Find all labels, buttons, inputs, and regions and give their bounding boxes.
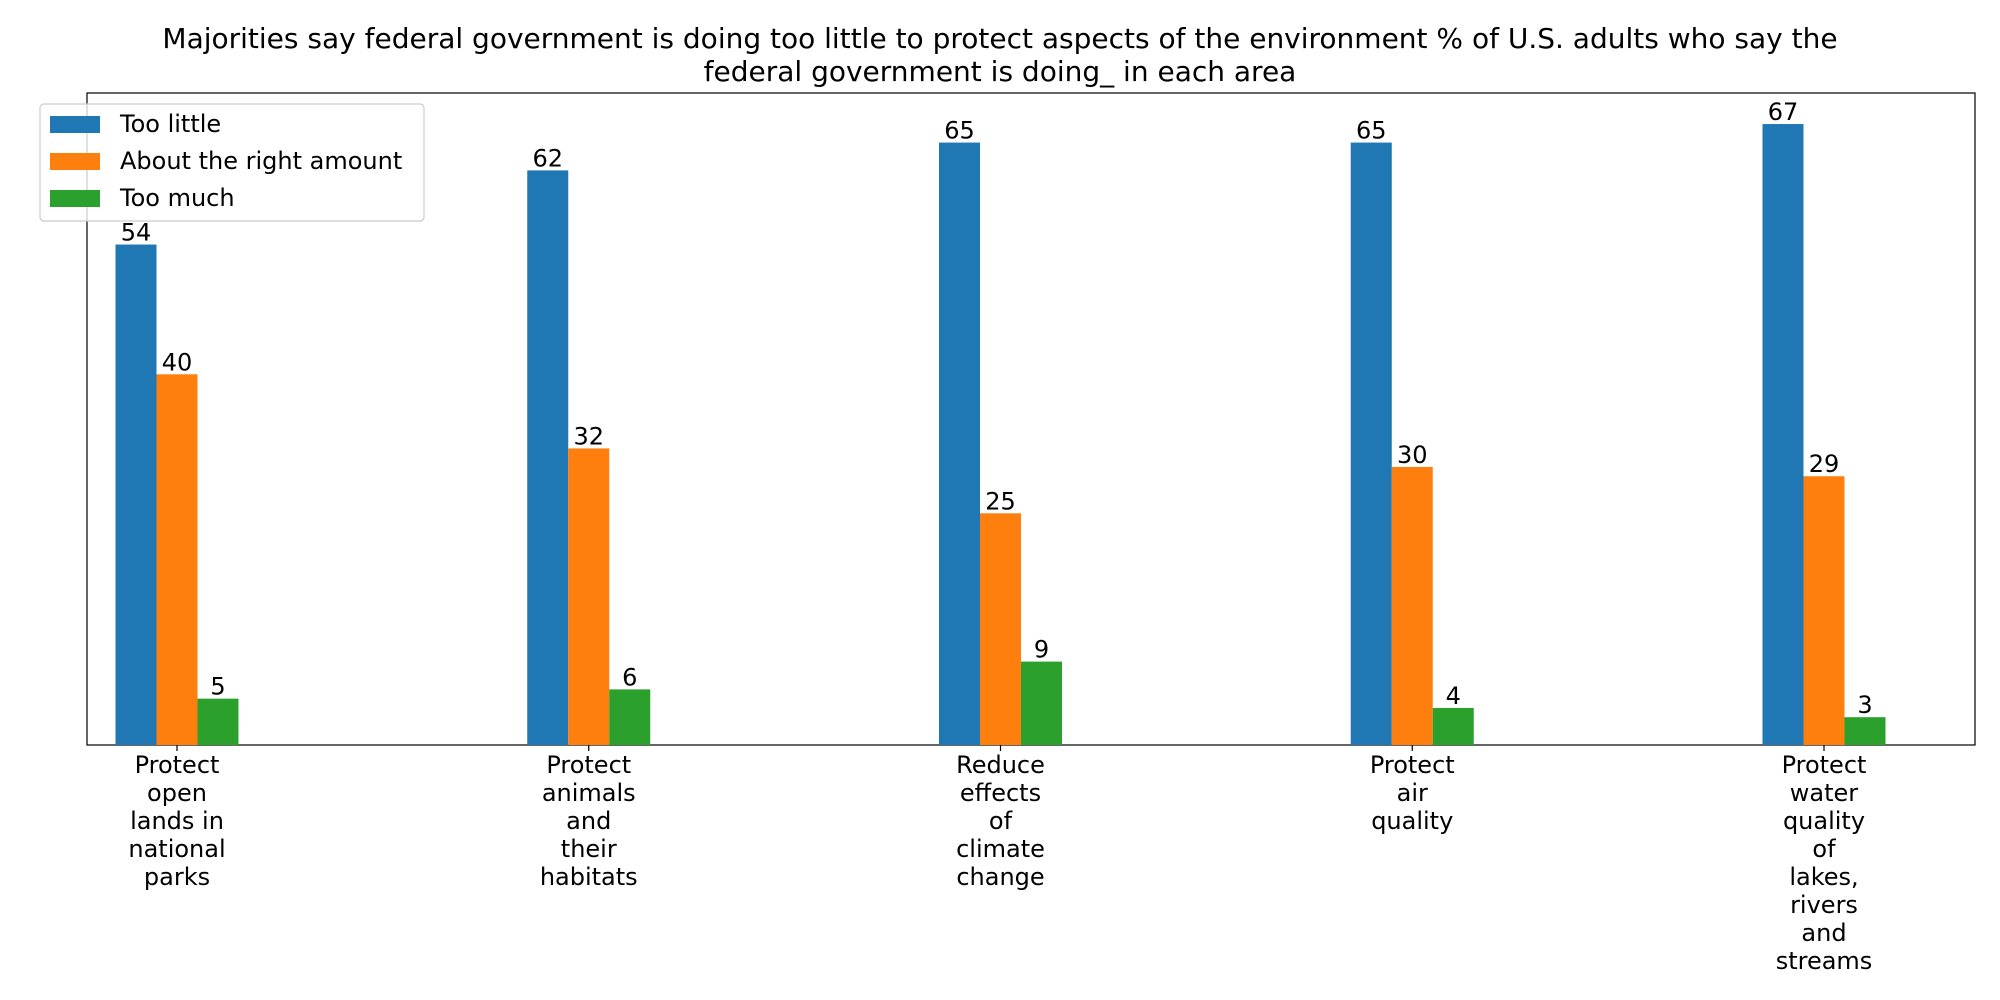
x-tick-label-line: national bbox=[128, 835, 225, 863]
x-tick-label-line: lakes, bbox=[1789, 863, 1858, 891]
bar-too-little-2 bbox=[939, 142, 980, 746]
x-tick-label-line: Protect bbox=[546, 751, 631, 779]
bar-too-little-3 bbox=[1350, 142, 1392, 746]
data-label: 4 bbox=[1446, 682, 1461, 710]
data-label: 65 bbox=[944, 117, 975, 145]
bar-too-much-3 bbox=[1432, 707, 1474, 745]
data-label: 30 bbox=[1397, 441, 1428, 469]
bar-about-the-right-amount-3 bbox=[1391, 466, 1433, 745]
x-tick-label-line: rivers bbox=[1790, 891, 1858, 919]
x-tick-label-line: water bbox=[1790, 779, 1859, 807]
legend-label: Too little bbox=[119, 110, 221, 138]
data-label: 54 bbox=[121, 219, 152, 247]
data-label: 65 bbox=[1356, 117, 1387, 145]
x-tick-label: Protect air quality bbox=[1370, 751, 1455, 835]
bar-about-the-right-amount-4 bbox=[1803, 476, 1845, 745]
x-tick-label-line: lands in bbox=[130, 807, 224, 835]
legend-box bbox=[39, 103, 425, 222]
x-tick-label-line: streams bbox=[1776, 947, 1873, 975]
bar-too-little-0 bbox=[115, 244, 157, 745]
x-tick-label-line: change bbox=[956, 863, 1044, 891]
x-tick-label: Protect water quality of lakes, rivers and stre… bbox=[1776, 751, 1873, 975]
x-tick-label-line: open bbox=[147, 779, 207, 807]
legend: Too little About the right amount Too much bbox=[39, 103, 425, 222]
bar-about-the-right-amount-1 bbox=[568, 448, 610, 745]
chart-title-line: federal government is doing_ in each are… bbox=[704, 55, 1297, 88]
x-tick-label-line: air bbox=[1397, 779, 1428, 807]
legend-label: About the right amount bbox=[120, 147, 402, 175]
x-tick-label-line: of bbox=[989, 807, 1013, 835]
data-label: 3 bbox=[1857, 691, 1872, 719]
value-labels: 54 40 5 62 32 6 65 25 9 65 30 4 67 29 3 bbox=[121, 98, 1873, 719]
data-label: 32 bbox=[573, 422, 604, 450]
x-tick-label: Reduce effects of climate change bbox=[956, 751, 1045, 891]
bars bbox=[115, 124, 1886, 746]
bar-too-little-1 bbox=[527, 170, 569, 746]
x-tick-label: Protect animals and their habitats bbox=[540, 751, 638, 891]
data-label: 6 bbox=[622, 663, 637, 691]
bar-about-the-right-amount-2 bbox=[980, 513, 1021, 745]
x-tick-label-line: animals bbox=[542, 779, 636, 807]
x-tick-label-line: parks bbox=[144, 863, 210, 891]
x-tick-label-line: effects bbox=[960, 779, 1041, 807]
data-label: 67 bbox=[1768, 98, 1799, 126]
x-tick-label-line: Protect bbox=[1782, 751, 1867, 779]
legend-swatch bbox=[50, 116, 100, 133]
data-label: 5 bbox=[210, 673, 225, 701]
x-tick-label-line: and bbox=[1801, 919, 1846, 947]
bar-too-little-4 bbox=[1762, 124, 1804, 746]
bar-too-much-1 bbox=[609, 689, 651, 745]
x-tick-label-line: quality bbox=[1783, 807, 1865, 835]
legend-swatch bbox=[50, 153, 100, 170]
legend-label: Too much bbox=[119, 184, 235, 212]
x-tick-label-line: Protect bbox=[1370, 751, 1455, 779]
x-tick-label-line: habitats bbox=[540, 863, 638, 891]
chart-title-line: Majorities say federal government is doi… bbox=[162, 22, 1837, 55]
x-tick-label-line: Protect bbox=[135, 751, 220, 779]
data-label: 62 bbox=[532, 144, 563, 172]
bar-too-much-4 bbox=[1844, 717, 1886, 745]
data-label: 29 bbox=[1809, 450, 1840, 478]
bar-too-much-2 bbox=[1021, 661, 1062, 745]
x-tick-label-line: their bbox=[561, 835, 617, 863]
x-tick-label-line: and bbox=[566, 807, 611, 835]
x-tick-label-line: Reduce bbox=[956, 751, 1045, 779]
chart-title: Majorities say federal government is doi… bbox=[162, 22, 1837, 88]
x-tick-label-line: climate bbox=[956, 835, 1045, 863]
x-tick-label-line: of bbox=[1812, 835, 1836, 863]
bar-about-the-right-amount-0 bbox=[156, 374, 198, 745]
legend-swatch bbox=[50, 190, 100, 207]
x-tick-label: Protect open lands in national parks bbox=[128, 751, 225, 891]
data-label: 9 bbox=[1034, 636, 1049, 664]
data-label: 25 bbox=[985, 487, 1016, 515]
data-label: 40 bbox=[162, 348, 193, 376]
x-tick-label-line: quality bbox=[1371, 807, 1453, 835]
bar-too-much-0 bbox=[197, 698, 239, 745]
